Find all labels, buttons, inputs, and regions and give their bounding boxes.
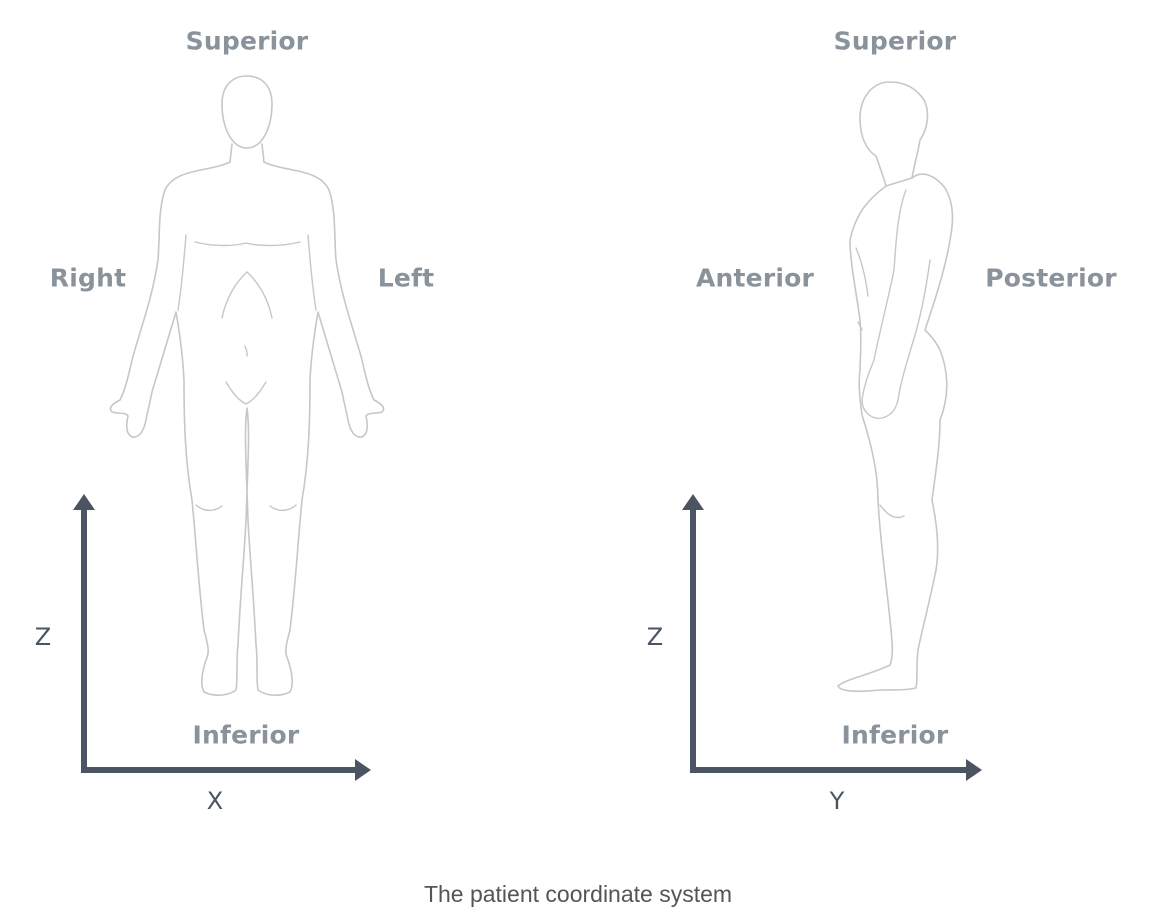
side-y-axis-label: Y	[829, 787, 845, 815]
side-arm	[861, 189, 931, 419]
front-chest	[194, 241, 301, 247]
side-abdomen	[855, 247, 869, 331]
side-anterior-label: Anterior	[695, 263, 815, 293]
side-silhouette	[837, 173, 954, 692]
front-z-axis-label: Z	[34, 623, 52, 651]
side-y-axis-arrowhead	[966, 759, 982, 781]
front-right-label: Right	[49, 263, 127, 293]
front-abdomen	[221, 271, 273, 319]
front-groin	[225, 381, 267, 405]
front-navel	[244, 345, 248, 357]
side-body-figure	[837, 81, 954, 692]
front-neck	[229, 143, 265, 163]
front-head	[221, 75, 273, 149]
front-left-label: Left	[377, 263, 435, 293]
front-arm-inner	[177, 234, 317, 311]
side-z-axis-arrowhead	[682, 494, 704, 510]
side-superior-label: Superior	[833, 26, 957, 56]
front-axes	[73, 494, 371, 781]
side-head	[859, 81, 929, 187]
front-z-axis-arrowhead	[73, 494, 95, 510]
front-body-figure	[109, 75, 385, 696]
figure-caption: The patient coordinate system	[423, 881, 733, 907]
front-inferior-label: Inferior	[192, 720, 300, 750]
front-x-axis-label: X	[206, 787, 224, 815]
front-superior-label: Superior	[185, 26, 309, 56]
side-z-axis-label: Z	[646, 623, 664, 651]
front-x-axis-arrowhead	[355, 759, 371, 781]
side-thigh	[879, 504, 905, 519]
side-inferior-label: Inferior	[841, 720, 949, 750]
front-silhouette	[109, 161, 385, 696]
side-axes	[682, 494, 982, 781]
side-posterior-label: Posterior	[985, 263, 1117, 293]
front-knees	[195, 504, 297, 512]
